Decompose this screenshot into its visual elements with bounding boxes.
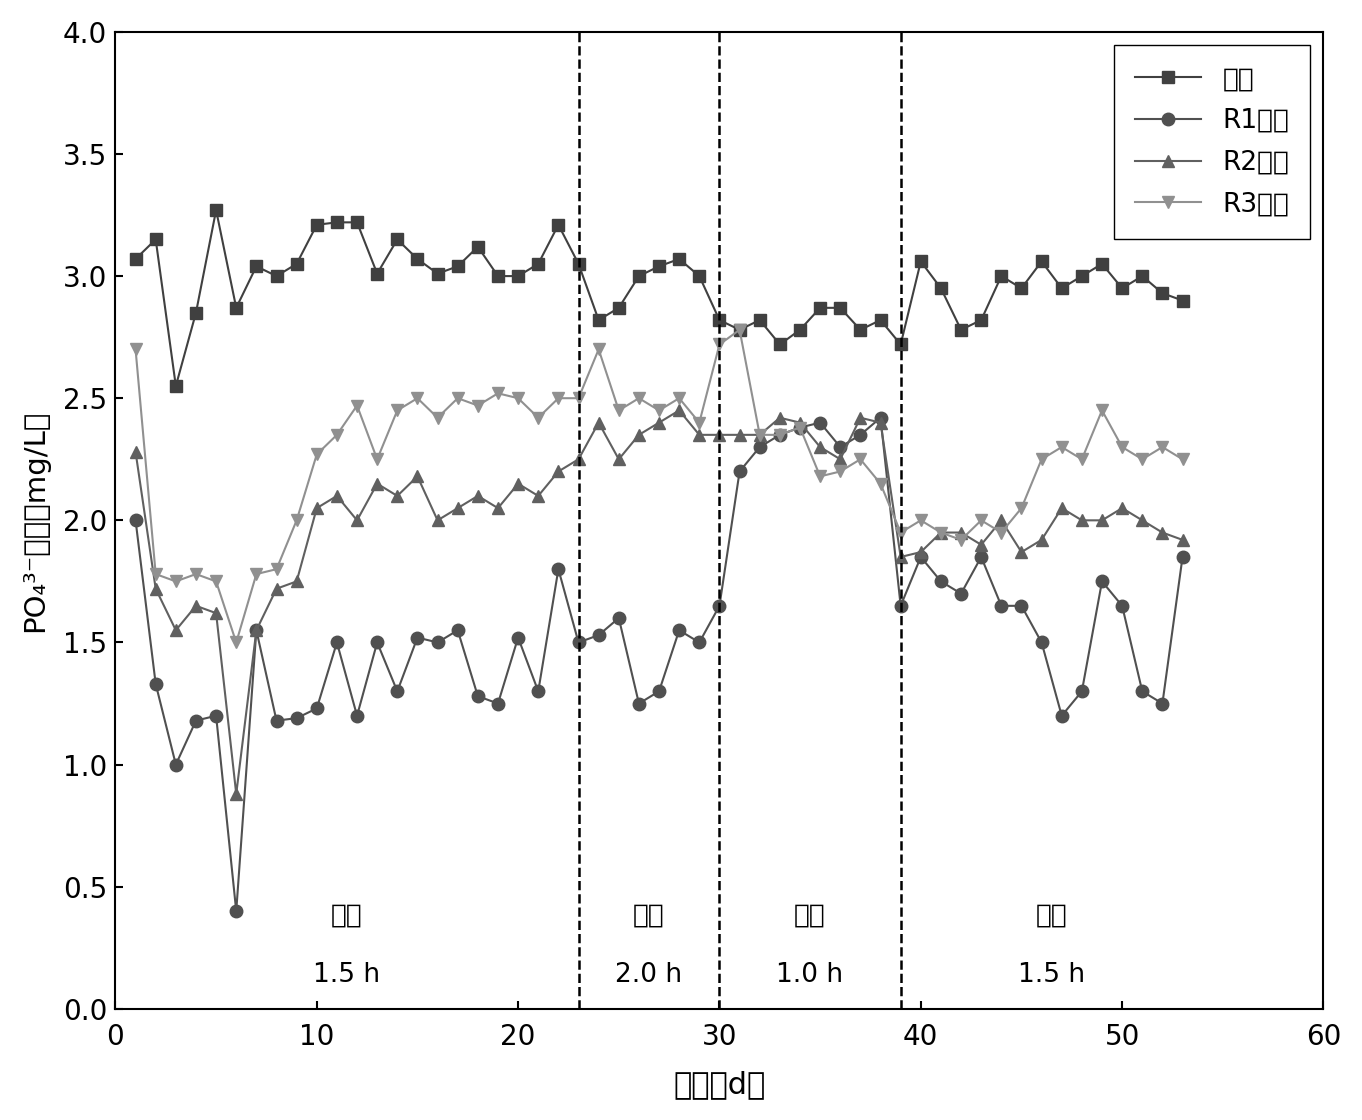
Line: R3出水: R3出水 [129,324,1189,648]
R1出水 [128,514,144,528]
R1出水 [832,440,849,454]
R1出水 [812,416,828,429]
进水 [832,301,849,315]
Line: R1出水: R1出水 [129,411,1189,917]
R3出水 [853,452,869,466]
R2出水 [1174,533,1190,547]
Text: 1.5 h: 1.5 h [1019,962,1086,988]
进水 [772,338,789,352]
Line: 进水: 进水 [129,204,1189,392]
R2出水 [791,416,808,429]
R1出水 [772,428,789,441]
R3出水 [791,421,808,435]
进水 [972,314,989,327]
R3出水 [227,636,244,650]
Text: 2.0 h: 2.0 h [616,962,682,988]
R1出水 [972,550,989,563]
R3出水 [731,323,748,336]
进水 [791,323,808,336]
进水 [449,260,466,273]
Legend: 进水, R1出水, R2出水, R3出水: 进水, R1出水, R2出水, R3出水 [1114,45,1310,239]
进水 [853,323,869,336]
Text: 1.5 h: 1.5 h [313,962,380,988]
进水 [168,380,184,393]
R2出水 [972,538,989,551]
R1出水 [429,636,445,650]
R3出水 [772,428,789,441]
Text: 好氧: 好氧 [331,903,362,928]
R2出水 [832,452,849,466]
进水 [128,252,144,265]
Line: R2出水: R2出水 [129,404,1189,800]
R3出水 [128,343,144,356]
进水 [208,204,225,217]
R3出水 [832,465,849,478]
Y-axis label: PO₄³⁻浓度（mg/L）: PO₄³⁻浓度（mg/L） [20,409,49,632]
R1出水 [1174,550,1190,563]
R3出水 [972,514,989,528]
R3出水 [1174,452,1190,466]
进水 [1174,293,1190,307]
R2出水 [853,411,869,424]
X-axis label: 时间（d）: 时间（d） [673,1071,765,1099]
Text: 缺氧: 缺氧 [1035,903,1068,928]
R2出水 [429,514,445,528]
R2出水 [772,411,789,424]
Text: 好氧: 好氧 [794,903,825,928]
R1出水 [227,905,244,918]
R2出水 [671,403,688,417]
Text: 好氧: 好氧 [633,903,665,928]
Text: 1.0 h: 1.0 h [776,962,843,988]
R3出水 [429,411,445,424]
R2出水 [227,787,244,801]
R2出水 [128,446,144,459]
R1出水 [872,411,888,424]
R1出水 [752,440,768,454]
